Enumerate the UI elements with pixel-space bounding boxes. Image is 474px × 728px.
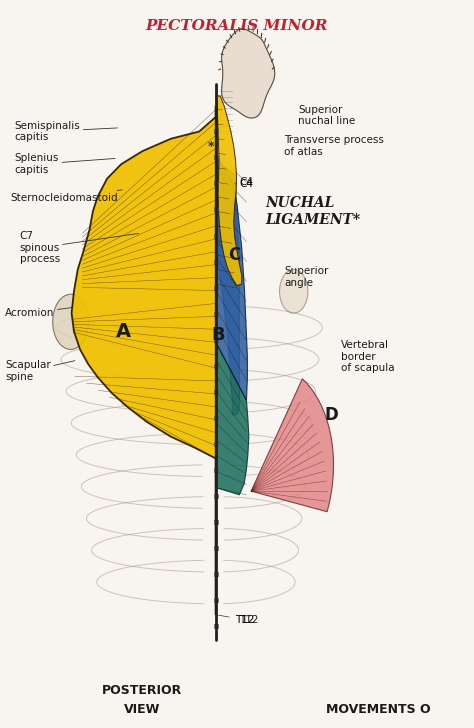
Text: T12: T12 [239, 614, 259, 625]
Text: C4: C4 [235, 179, 254, 189]
Polygon shape [222, 28, 275, 118]
Text: Superior
nuchal line: Superior nuchal line [299, 105, 356, 126]
Text: Scapular
spine: Scapular spine [5, 360, 75, 382]
Polygon shape [216, 342, 249, 495]
Text: Vertebral
border
of scapula: Vertebral border of scapula [341, 340, 394, 373]
Text: NUCHAL
LIGAMENT*: NUCHAL LIGAMENT* [265, 197, 361, 226]
Text: D: D [325, 406, 338, 424]
Polygon shape [251, 379, 334, 512]
Polygon shape [216, 95, 242, 285]
Text: MOVEMENTS O: MOVEMENTS O [327, 703, 431, 716]
Polygon shape [72, 106, 216, 614]
Text: T12: T12 [219, 614, 254, 625]
Text: C7
spinous
process: C7 spinous process [19, 232, 139, 264]
Text: Superior
angle: Superior angle [284, 266, 328, 288]
Polygon shape [216, 161, 239, 415]
Text: Sternocleidomastoid: Sternocleidomastoid [10, 190, 122, 203]
Circle shape [280, 269, 308, 313]
Text: Acromion: Acromion [5, 307, 73, 318]
Text: Semispinalis
capitis: Semispinalis capitis [15, 121, 118, 142]
Polygon shape [216, 154, 247, 400]
Text: PECTORALIS MINOR: PECTORALIS MINOR [146, 19, 328, 33]
Text: B: B [211, 326, 225, 344]
Text: *: * [208, 140, 214, 153]
Text: VIEW: VIEW [124, 703, 161, 716]
Text: C4: C4 [239, 178, 254, 187]
Circle shape [53, 294, 89, 349]
Text: Transverse process
of atlas: Transverse process of atlas [284, 135, 384, 157]
Text: A: A [116, 322, 131, 341]
Text: Splenius
capitis: Splenius capitis [15, 154, 115, 175]
Text: POSTERIOR: POSTERIOR [102, 684, 182, 697]
Text: C: C [228, 246, 241, 264]
